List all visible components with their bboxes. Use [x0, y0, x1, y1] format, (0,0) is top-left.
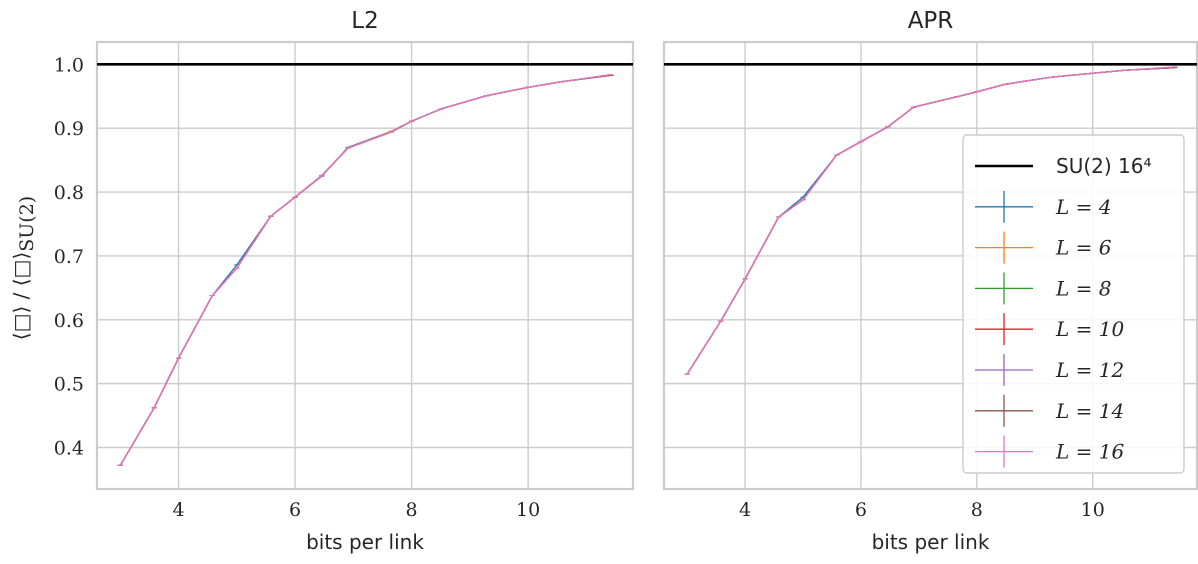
- x-tick-label: 4: [173, 499, 185, 521]
- x-tick-label: 10: [516, 499, 540, 521]
- legend-label: L = 10: [1055, 317, 1124, 341]
- y-tick-label: 0.6: [54, 310, 84, 332]
- series-line-l-14: [119, 74, 611, 466]
- legend-label: L = 14: [1055, 399, 1124, 423]
- series-line-l-4: [119, 74, 611, 466]
- panel-apr: 4 6 8 10 APR bits per link SU(2) 16⁴ L = 4 L = 6…: [662, 8, 1198, 554]
- series-line-l-8: [119, 74, 611, 466]
- legend-label: L = 6: [1055, 236, 1112, 260]
- series-line-l-16: [119, 73, 611, 466]
- legend-label: L = 4: [1055, 195, 1111, 219]
- series-line-l-6: [119, 74, 611, 466]
- y-tick-label: 0.8: [54, 182, 84, 204]
- legend-label-reference: SU(2) 16⁴: [1056, 154, 1152, 178]
- panel-title: APR: [908, 8, 954, 34]
- y-axis-label-sub: SU(2): [16, 196, 38, 252]
- legend-label: L = 16: [1055, 440, 1124, 464]
- y-axis-label-main: ⟨□⟩ / ⟨□⟩: [9, 252, 33, 340]
- y-tick-label: 0.5: [54, 374, 84, 396]
- plot-frame: [662, 40, 1198, 491]
- x-tick-label: 6: [289, 499, 301, 521]
- x-tick-label: 8: [971, 499, 983, 521]
- series-line-l-10: [119, 74, 611, 466]
- y-axis-label: ⟨□⟩ / ⟨□⟩SU(2): [9, 196, 38, 340]
- legend-label: L = 12: [1055, 358, 1124, 382]
- series-line-l-16: [686, 66, 1176, 375]
- y-tick-label: 0.7: [54, 246, 84, 268]
- panel-l2: 4 6 8 10 0.4 0.5 0.6 0.7 0.8 0.9 1.0 L2 bits per lin…: [54, 8, 635, 554]
- legend: SU(2) 16⁴ L = 4 L = 6 L = 8 L = 10 L = 12 L = …: [962, 134, 1185, 474]
- series-line-l-12: [119, 74, 611, 466]
- plot-frame: [95, 40, 635, 491]
- panel-title: L2: [351, 8, 378, 34]
- y-tick-label: 1.0: [54, 54, 84, 76]
- x-tick-label: 10: [1081, 499, 1105, 521]
- y-tick-label: 0.9: [54, 118, 84, 140]
- x-tick-label: 4: [739, 499, 751, 521]
- legend-label: L = 8: [1055, 276, 1111, 300]
- x-axis-label: bits per link: [306, 530, 424, 554]
- x-tick-label: 8: [406, 499, 418, 521]
- legend-frame: [962, 134, 1185, 474]
- x-axis-label: bits per link: [872, 530, 990, 554]
- y-tick-label: 0.4: [54, 437, 84, 459]
- x-tick-label: 6: [855, 499, 867, 521]
